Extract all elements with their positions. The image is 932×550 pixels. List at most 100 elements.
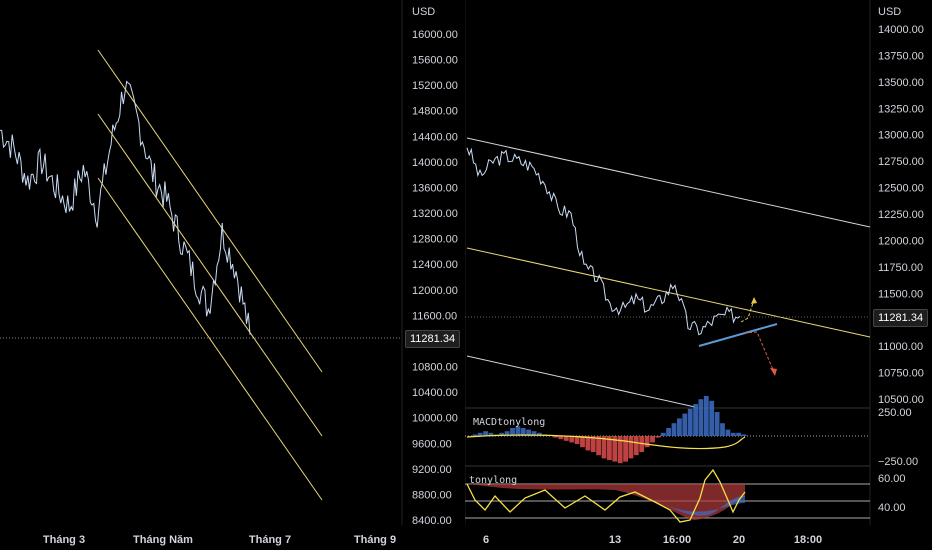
macd-histogram-bar xyxy=(714,412,720,436)
macd-histogram-bar xyxy=(682,413,688,436)
macd-histogram-bar xyxy=(666,428,671,436)
macd-histogram-bar xyxy=(483,431,488,436)
left-y-tick-label: 15200.00 xyxy=(412,80,458,92)
left-y-tick-label: 16000.00 xyxy=(412,29,458,41)
oscillator-indicator-label[interactable]: tonylong xyxy=(469,475,518,486)
osc-red-fill xyxy=(467,484,745,520)
macd-histogram-bar xyxy=(510,428,515,436)
macd-histogram-bar xyxy=(650,436,655,443)
macd-histogram-bar xyxy=(477,432,483,436)
macd-histogram-bar xyxy=(660,432,666,436)
macd-histogram-bar xyxy=(725,429,731,436)
left-x-tick-label: Tháng 7 xyxy=(249,534,291,546)
macd-histogram-bar xyxy=(703,396,709,436)
left-last-price-tag: 11281.34 xyxy=(405,330,461,348)
right-last-price-tag: 11281.34 xyxy=(873,309,929,327)
lower-trendline xyxy=(466,355,696,408)
macd-histogram-bar xyxy=(504,431,510,436)
left-y-tick-label: 14800.00 xyxy=(412,106,458,118)
macd-histogram-bar xyxy=(601,436,607,459)
macd-histogram-bar xyxy=(531,431,537,436)
right-price-chart[interactable]: 14000.0013750.0013500.0013250.0013000.00… xyxy=(465,0,932,550)
left-y-tick-label: 9200.00 xyxy=(412,464,452,476)
macd-histogram-bar xyxy=(520,428,526,436)
left-y-tick-label: 8400.00 xyxy=(412,515,452,527)
macd-histogram-bar xyxy=(617,436,623,464)
macd-signal-line xyxy=(466,434,746,450)
right-y-tick-label: 10500.00 xyxy=(878,394,924,406)
left-y-tick-label: 12400.00 xyxy=(412,259,458,271)
right-y-tick-label: 10750.00 xyxy=(878,368,924,380)
macd-histogram-bar xyxy=(585,436,591,451)
left-y-tick-label: 14000.00 xyxy=(412,157,458,169)
macd-histogram-bar xyxy=(655,436,661,438)
macd-histogram-bar xyxy=(628,436,634,459)
right-chart-pane[interactable]: 14000.00 13750.00 13500.00 13250.00 13000.00… xyxy=(465,0,932,550)
down-arrow-head xyxy=(770,368,777,376)
right-y-tick-label: 13000.00 xyxy=(878,130,924,142)
macd-histogram-bar xyxy=(553,436,558,438)
right-y-tick-label: 13250.00 xyxy=(878,103,924,115)
left-y-tick-label: 12000.00 xyxy=(412,285,458,297)
up-arrow-head xyxy=(751,297,757,304)
right-price-line xyxy=(466,147,741,336)
macd-histogram-bar xyxy=(736,432,741,436)
right-y-tick-label: 12000.00 xyxy=(878,235,924,247)
macd-histogram-bar xyxy=(580,436,585,448)
channel-lower-line xyxy=(97,177,323,501)
left-currency-label: USD xyxy=(412,6,436,18)
macd-histogram-bar xyxy=(698,399,704,436)
macd-histogram-bar xyxy=(687,408,693,436)
macd-histogram-bar xyxy=(563,436,569,441)
macd-histogram-bar xyxy=(515,426,521,436)
right-y-tick-label: 11750.00 xyxy=(878,262,923,274)
up-arrow-path xyxy=(740,299,755,323)
macd-histogram-bar xyxy=(558,436,564,440)
macd-histogram-bar xyxy=(607,436,612,460)
support-line xyxy=(698,323,778,347)
macd-histogram-bar xyxy=(644,436,650,448)
left-y-tick-label: 14400.00 xyxy=(412,131,458,143)
right-x-tick-label: 18:00 xyxy=(794,534,822,546)
macd-histogram-bar xyxy=(596,436,601,456)
macd-tick-label: 250.00 xyxy=(878,407,912,419)
macd-histogram-bar xyxy=(709,400,715,436)
right-x-tick-label: 20 xyxy=(733,534,745,546)
macd-histogram-bar xyxy=(720,423,725,436)
right-y-tick-label: 12250.00 xyxy=(878,209,924,221)
left-y-tick-label: 10000.00 xyxy=(412,413,458,425)
left-price-chart[interactable]: 16000.00 15600.00 15200.00 14800.00 14400.00… xyxy=(0,0,465,550)
macd-histogram-bar xyxy=(677,418,682,436)
left-x-tick-label: Tháng 3 xyxy=(43,534,85,546)
left-x-tick-label: Tháng 9 xyxy=(354,534,396,546)
right-y-tick-label: 12500.00 xyxy=(878,183,924,195)
macd-histogram-bar xyxy=(671,423,677,436)
right-x-tick-label: 16:00 xyxy=(663,534,691,546)
macd-histogram-bar xyxy=(499,432,505,436)
macd-histogram-bar xyxy=(537,432,542,436)
osc-signal-line xyxy=(466,468,746,523)
macd-histogram-bar xyxy=(612,436,618,462)
channel-middle-line xyxy=(97,113,323,437)
upper-trendline xyxy=(466,137,871,228)
macd-histogram-bar xyxy=(693,404,698,436)
left-y-tick-label: 13200.00 xyxy=(412,208,458,220)
left-y-tick-label: 12800.00 xyxy=(412,234,458,246)
macd-histogram-bar xyxy=(526,429,531,436)
right-y-tick-label: 12750.00 xyxy=(878,156,924,168)
macd-histogram-bar xyxy=(472,434,478,436)
macd-histogram-bar xyxy=(590,436,596,452)
osc-blue-fill xyxy=(665,496,745,516)
right-x-tick-label: 13 xyxy=(609,534,621,546)
macd-indicator-label[interactable]: MACDtonylong xyxy=(473,417,546,428)
left-x-tick-label: Tháng Năm xyxy=(133,534,193,546)
right-x-tick-label: 6 xyxy=(483,534,489,546)
left-chart-pane[interactable]: 16000.00 15600.00 15200.00 14800.00 14400.00… xyxy=(0,0,465,550)
right-y-tick-label: 13750.00 xyxy=(878,50,924,62)
osc-tick-label: 40.00 xyxy=(878,502,906,514)
macd-histogram-bar xyxy=(741,434,747,436)
macd-tick-label: −250.00 xyxy=(878,456,918,468)
osc-tick-label: 60.00 xyxy=(878,473,906,485)
left-y-tick-label: 10400.00 xyxy=(412,387,458,399)
macd-histogram-bar xyxy=(488,432,494,436)
